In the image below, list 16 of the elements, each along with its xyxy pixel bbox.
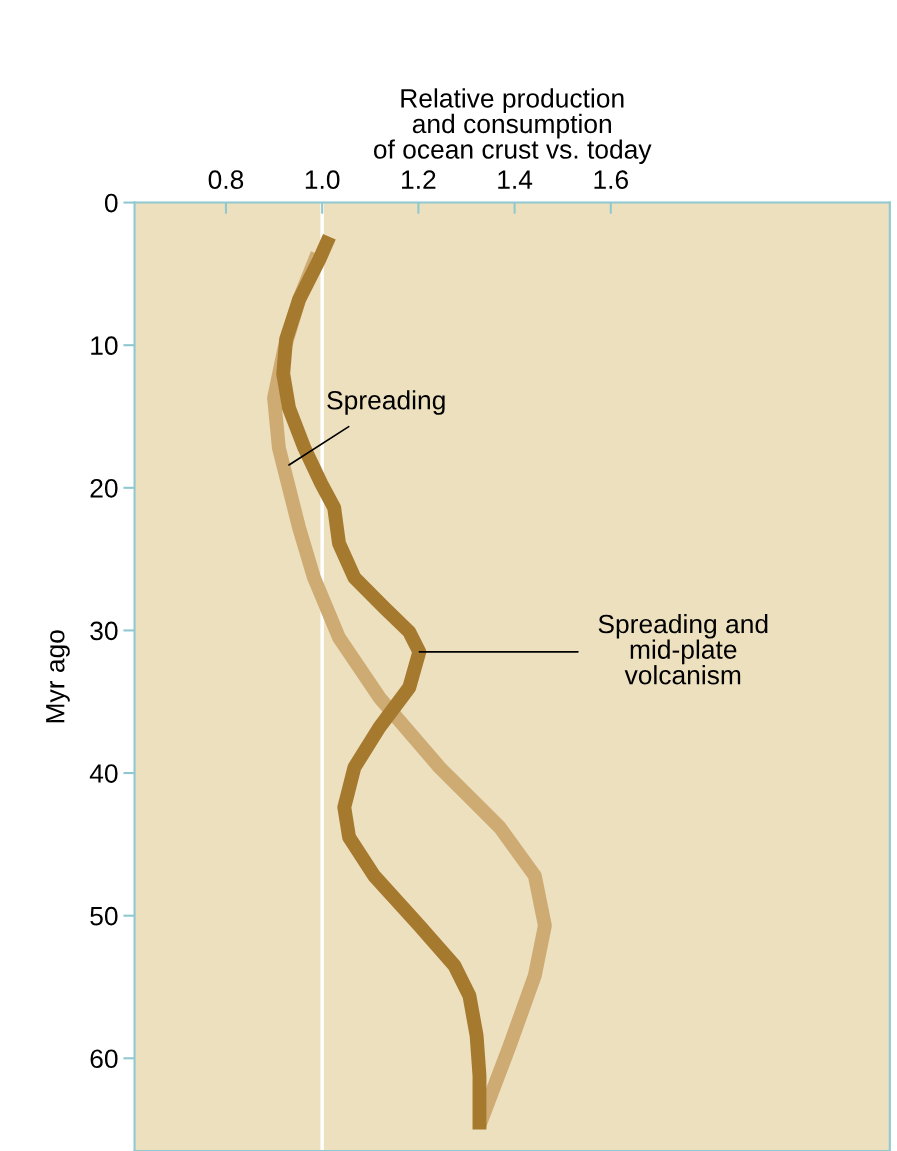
y-tick-label: 10 — [91, 336, 118, 356]
y-tick-label: 0 — [104, 193, 118, 213]
x-axis-title: Relative production and consumption of ocean crust vs. today — [373, 88, 652, 165]
y-tick-label: 50 — [90, 906, 118, 926]
y-tick-label: 60 — [90, 1049, 118, 1069]
x-tick-label: 1.2 — [402, 170, 436, 189]
annotation: Spreading and mid-plate volcanism — [598, 613, 768, 685]
x-tick-label: 1.0 — [305, 170, 340, 190]
x-tick-label: 1.6 — [594, 170, 628, 190]
x-tick-label: 1.4 — [498, 170, 533, 189]
y-axis-title: Myr ago — [46, 630, 70, 723]
y-tick-label: 30 — [90, 621, 118, 641]
y-tick-label: 40 — [89, 764, 118, 783]
x-tick-label: 0.8 — [208, 170, 244, 190]
y-tick-label: 20 — [90, 478, 118, 498]
annotation: Spreading — [327, 390, 445, 415]
